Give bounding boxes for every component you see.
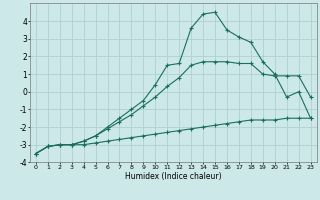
X-axis label: Humidex (Indice chaleur): Humidex (Indice chaleur) — [125, 172, 221, 181]
